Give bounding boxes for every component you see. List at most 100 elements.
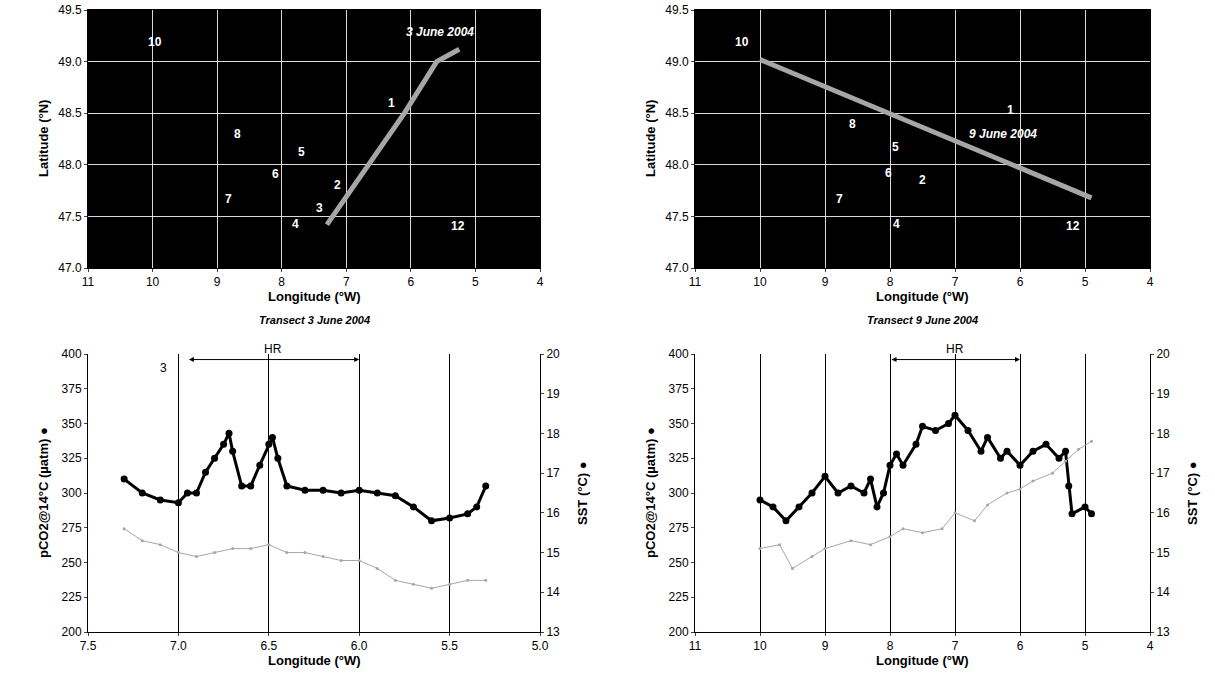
svg-text:48.5: 48.5: [58, 106, 82, 120]
svg-text:47.5: 47.5: [58, 210, 82, 224]
svg-text:49.0: 49.0: [58, 55, 82, 69]
svg-text:9: 9: [822, 275, 829, 289]
svg-text:8: 8: [849, 117, 856, 131]
svg-text:Longitude (°W): Longitude (°W): [876, 289, 969, 304]
svg-text:47.5: 47.5: [665, 210, 689, 224]
svg-text:300: 300: [62, 486, 82, 500]
svg-text:11: 11: [82, 275, 95, 289]
svg-text:8: 8: [887, 639, 894, 653]
svg-text:14: 14: [1156, 585, 1170, 599]
svg-text:16: 16: [546, 506, 560, 520]
svg-text:5: 5: [472, 275, 479, 289]
svg-text:Longitude (°W): Longitude (°W): [268, 653, 361, 668]
svg-text:SST (°C) ●: SST (°C) ●: [575, 461, 590, 525]
svg-text:4: 4: [292, 217, 299, 231]
svg-text:325: 325: [669, 451, 689, 465]
svg-text:6: 6: [1017, 275, 1024, 289]
svg-text:2: 2: [334, 178, 341, 192]
svg-text:20: 20: [1156, 347, 1170, 361]
svg-text:5: 5: [1082, 275, 1089, 289]
svg-text:8: 8: [887, 275, 894, 289]
svg-text:pCO2@14°C (µatm) ●: pCO2@14°C (µatm) ●: [643, 427, 658, 558]
svg-text:19: 19: [1156, 387, 1170, 401]
svg-text:HR: HR: [946, 342, 964, 356]
svg-text:10: 10: [735, 35, 749, 49]
svg-text:7: 7: [225, 192, 232, 206]
svg-text:6: 6: [885, 166, 892, 180]
svg-text:10: 10: [753, 275, 767, 289]
svg-text:6: 6: [1017, 639, 1024, 653]
svg-text:6.5: 6.5: [260, 639, 277, 653]
svg-text:47.0: 47.0: [58, 261, 82, 275]
svg-text:7.0: 7.0: [170, 639, 187, 653]
svg-text:10: 10: [146, 275, 160, 289]
svg-text:11: 11: [689, 275, 702, 289]
svg-text:2: 2: [919, 173, 926, 187]
svg-text:49.5: 49.5: [58, 3, 82, 17]
svg-text:49.0: 49.0: [665, 55, 689, 69]
svg-text:5.0: 5.0: [532, 639, 549, 653]
svg-text:400: 400: [669, 347, 689, 361]
svg-text:17: 17: [1156, 466, 1170, 480]
svg-text:SST (°C) ●: SST (°C) ●: [1185, 461, 1200, 525]
svg-text:6: 6: [272, 167, 279, 181]
svg-text:15: 15: [1156, 546, 1170, 560]
svg-text:Transect 3 June 2004: Transect 3 June 2004: [259, 314, 370, 326]
svg-text:225: 225: [62, 590, 82, 604]
svg-text:375: 375: [62, 382, 82, 396]
svg-text:47.0: 47.0: [665, 261, 689, 275]
svg-text:18: 18: [546, 427, 560, 441]
svg-text:300: 300: [669, 486, 689, 500]
svg-text:19: 19: [546, 387, 560, 401]
svg-text:10: 10: [148, 35, 162, 49]
svg-text:200: 200: [62, 625, 82, 639]
svg-text:11: 11: [689, 639, 702, 653]
svg-text:18: 18: [1156, 427, 1170, 441]
svg-text:4: 4: [1147, 275, 1154, 289]
svg-text:13: 13: [1156, 625, 1170, 639]
svg-text:3 June 2004: 3 June 2004: [406, 25, 474, 39]
svg-text:200: 200: [669, 625, 689, 639]
svg-text:20: 20: [546, 347, 560, 361]
svg-text:10: 10: [753, 639, 767, 653]
svg-text:350: 350: [669, 417, 689, 431]
svg-text:14: 14: [546, 585, 560, 599]
svg-text:7: 7: [952, 275, 959, 289]
svg-text:pCO2@14°C (µatm) ●: pCO2@14°C (µatm) ●: [36, 427, 51, 558]
svg-text:7: 7: [952, 639, 959, 653]
svg-text:9 June 2004: 9 June 2004: [969, 127, 1037, 141]
svg-text:Longitude (°W): Longitude (°W): [876, 653, 969, 668]
svg-text:17: 17: [546, 466, 560, 480]
svg-text:7: 7: [836, 192, 843, 206]
svg-text:3: 3: [160, 361, 167, 375]
svg-text:8: 8: [234, 127, 241, 141]
svg-text:7: 7: [343, 275, 350, 289]
svg-text:7.5: 7.5: [80, 639, 97, 653]
svg-text:Latitude (°N): Latitude (°N): [36, 100, 51, 177]
svg-text:12: 12: [451, 219, 465, 233]
svg-text:8: 8: [278, 275, 285, 289]
svg-text:5.5: 5.5: [441, 639, 458, 653]
svg-text:375: 375: [669, 382, 689, 396]
svg-text:1: 1: [1007, 103, 1014, 117]
svg-text:16: 16: [1156, 506, 1170, 520]
svg-text:250: 250: [62, 556, 82, 570]
svg-text:400: 400: [62, 347, 82, 361]
svg-text:Transect 9 June 2004: Transect 9 June 2004: [867, 314, 978, 326]
svg-text:9: 9: [822, 639, 829, 653]
svg-text:Longitude (°W): Longitude (°W): [268, 289, 361, 304]
svg-text:48.5: 48.5: [665, 106, 689, 120]
svg-text:12: 12: [1066, 219, 1080, 233]
svg-text:350: 350: [62, 417, 82, 431]
svg-text:48.0: 48.0: [58, 158, 82, 172]
svg-text:9: 9: [214, 275, 221, 289]
svg-text:48.0: 48.0: [665, 158, 689, 172]
svg-text:275: 275: [669, 521, 689, 535]
svg-text:4: 4: [893, 217, 900, 231]
svg-text:225: 225: [669, 590, 689, 604]
svg-text:15: 15: [546, 546, 560, 560]
svg-text:6.0: 6.0: [351, 639, 368, 653]
svg-text:49.5: 49.5: [665, 3, 689, 17]
svg-text:HR: HR: [264, 342, 282, 356]
svg-text:250: 250: [669, 556, 689, 570]
